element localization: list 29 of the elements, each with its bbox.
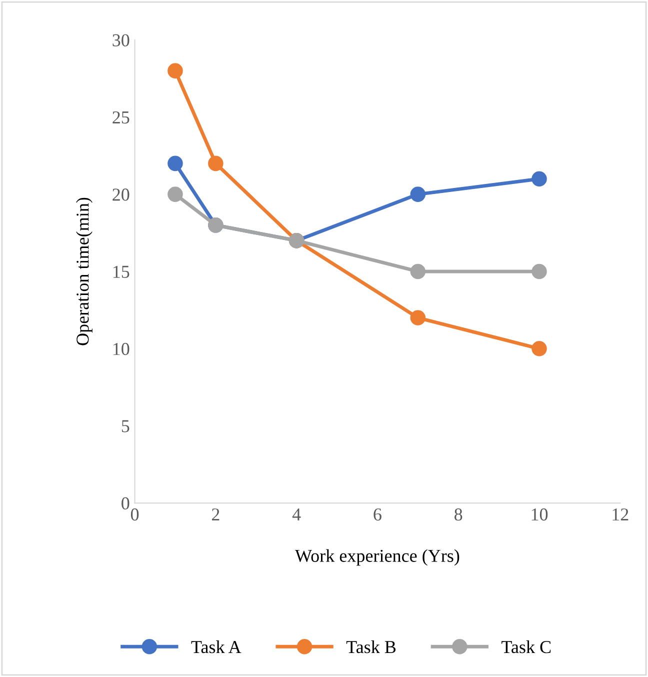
x-tick-label: 6	[374, 508, 382, 521]
point	[410, 264, 426, 280]
point	[168, 186, 183, 202]
x-tick-label: 0	[130, 508, 139, 521]
y-tick-label: 5	[122, 420, 130, 432]
y-tick-label: 10	[113, 342, 130, 356]
x-tick-label: 2	[212, 508, 220, 520]
point	[532, 341, 547, 356]
point	[532, 264, 547, 280]
x-tick-label: 10	[532, 508, 548, 521]
x-tick-label: 8	[454, 508, 462, 521]
y-tick-label: 30	[112, 34, 130, 46]
legend-label: Task A	[191, 640, 242, 654]
point	[168, 156, 183, 172]
point	[410, 186, 426, 202]
point	[168, 63, 183, 78]
x-tick-label: 4	[292, 508, 301, 520]
legend-label: Task C	[502, 640, 551, 654]
y-tick-label: 25	[112, 111, 130, 124]
x-axis-title: Work experience (Yrs)	[294, 549, 460, 566]
y-tick-label: 15	[113, 266, 130, 278]
point	[532, 171, 547, 187]
legend-label: Task B	[346, 640, 396, 654]
y-tick-label: 20	[112, 188, 130, 201]
point	[410, 310, 426, 326]
y-axis-title: Operation time(min)	[76, 198, 92, 346]
y-tick-label: 0	[122, 497, 130, 510]
x-tick-label: 12	[612, 508, 628, 520]
point	[208, 156, 224, 172]
